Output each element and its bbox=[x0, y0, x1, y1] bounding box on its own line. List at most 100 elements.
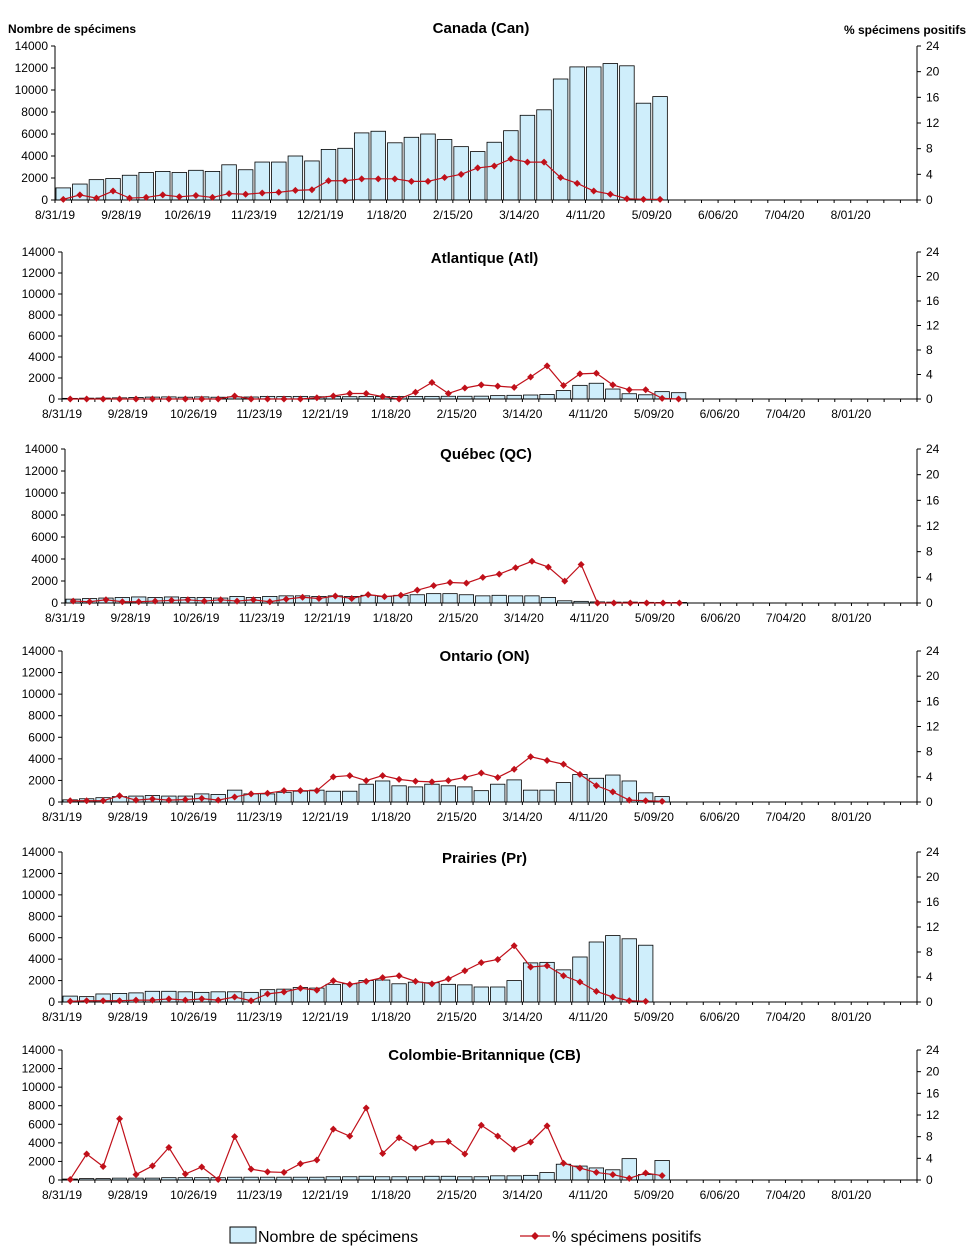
x-tick-label: 1/18/20 bbox=[373, 611, 413, 625]
y2-tick-label: 4 bbox=[926, 770, 933, 784]
bar bbox=[358, 1175, 374, 1181]
bar bbox=[374, 780, 391, 803]
x-tick-label: 8/01/20 bbox=[831, 1010, 871, 1024]
x-tick-label: 3/14/20 bbox=[504, 611, 544, 625]
line-point bbox=[99, 997, 107, 1005]
line-point bbox=[544, 563, 552, 571]
line-point bbox=[299, 593, 307, 601]
line-point bbox=[225, 190, 233, 198]
y2-tick-label: 24 bbox=[926, 1043, 940, 1057]
y-tick-label: 6000 bbox=[28, 931, 55, 945]
line-point bbox=[494, 382, 502, 390]
line-point bbox=[381, 593, 388, 601]
y2-tick-label: 0 bbox=[926, 596, 933, 610]
x-tick-label: 4/11/20 bbox=[569, 810, 608, 824]
line-point bbox=[523, 158, 531, 166]
line-point bbox=[527, 1138, 535, 1146]
line-point bbox=[495, 570, 503, 578]
x-tick-label: 8/31/19 bbox=[42, 1188, 82, 1202]
x-tick-label: 4/11/20 bbox=[569, 1010, 608, 1024]
chart-title: Canada (Can) bbox=[433, 20, 530, 37]
y-tick-label: 10000 bbox=[25, 486, 59, 500]
line-point bbox=[428, 778, 436, 786]
line-point bbox=[132, 796, 140, 804]
y-tick-label: 8000 bbox=[28, 709, 55, 723]
y-tick-label: 6000 bbox=[31, 530, 58, 544]
y2-tick-label: 8 bbox=[926, 1130, 933, 1144]
y2-tick-label: 20 bbox=[926, 468, 940, 482]
line-point bbox=[510, 383, 518, 391]
y-tick-label: 12000 bbox=[22, 666, 56, 680]
y-tick-label: 14000 bbox=[22, 1043, 56, 1057]
line-point bbox=[99, 395, 107, 403]
y2-tick-label: 12 bbox=[926, 720, 940, 734]
line-point bbox=[132, 1171, 140, 1179]
line-point bbox=[341, 177, 349, 185]
line-point bbox=[609, 788, 617, 796]
line-point bbox=[296, 395, 304, 403]
chart-panel-3: Québec (QC) 0 2000 4000 6000 8000 10000 12000 14… bbox=[25, 442, 940, 625]
line-point bbox=[527, 753, 535, 761]
line-point bbox=[477, 959, 485, 967]
line-point bbox=[264, 395, 272, 403]
y-tick-label: 8000 bbox=[28, 308, 55, 322]
line-point bbox=[331, 592, 339, 600]
x-tick-label: 6/06/20 bbox=[700, 407, 740, 421]
y2-tick-label: 4 bbox=[926, 167, 933, 181]
line-point bbox=[430, 582, 438, 590]
line-point bbox=[543, 362, 551, 370]
y2-tick-label: 8 bbox=[926, 545, 933, 559]
line-point bbox=[643, 599, 651, 607]
line-point bbox=[559, 972, 567, 980]
x-tick-label: 3/14/20 bbox=[502, 1188, 542, 1202]
x-tick-label: 11/23/19 bbox=[239, 611, 285, 625]
x-tick-label: 7/04/20 bbox=[764, 208, 804, 222]
y2-tick-label: 12 bbox=[926, 116, 940, 130]
line-point bbox=[148, 1162, 156, 1170]
bar bbox=[572, 384, 588, 400]
line-point bbox=[282, 595, 290, 603]
bar bbox=[440, 983, 457, 1003]
line-point bbox=[362, 389, 370, 397]
line-point bbox=[126, 194, 134, 202]
line-point bbox=[642, 1169, 650, 1177]
bar bbox=[358, 783, 374, 803]
line-point bbox=[444, 777, 452, 785]
line-point bbox=[639, 195, 647, 203]
line-point bbox=[379, 772, 387, 780]
bar bbox=[490, 1175, 506, 1181]
y2-tick-label: 12 bbox=[926, 920, 940, 934]
line-point bbox=[559, 1159, 567, 1167]
y-tick-label: 12000 bbox=[22, 866, 56, 880]
bar bbox=[605, 388, 621, 400]
line-point bbox=[264, 990, 272, 998]
bar bbox=[391, 785, 407, 803]
y-tick-label: 2000 bbox=[21, 171, 48, 185]
chart-panel-4: Ontario (ON) 0 2000 4000 6000 8000 10000 12000 1… bbox=[22, 644, 940, 824]
x-tick-label: 12/21/19 bbox=[302, 1010, 349, 1024]
bar bbox=[586, 66, 602, 201]
line-point bbox=[658, 1172, 666, 1180]
x-tick-label: 1/18/20 bbox=[371, 407, 411, 421]
legend-bar-swatch bbox=[229, 1226, 257, 1244]
bar bbox=[522, 789, 539, 803]
line-point bbox=[86, 598, 94, 606]
line-point bbox=[132, 996, 140, 1004]
chart-title: Atlantique (Atl) bbox=[431, 250, 538, 267]
line-point bbox=[329, 977, 337, 985]
line-point bbox=[592, 1168, 600, 1176]
x-tick-label: 8/01/20 bbox=[831, 810, 871, 824]
line-point bbox=[543, 756, 551, 764]
x-tick-label: 2/15/20 bbox=[437, 1188, 477, 1202]
bar bbox=[506, 1175, 522, 1181]
y2-tick-label: 16 bbox=[926, 294, 940, 308]
line-point bbox=[275, 188, 283, 196]
bar bbox=[621, 938, 637, 1003]
line-point bbox=[296, 1160, 304, 1168]
line-point bbox=[313, 1156, 321, 1164]
line-point bbox=[346, 981, 354, 988]
bar bbox=[539, 1172, 555, 1181]
line-point bbox=[407, 177, 415, 185]
y-tick-label: 0 bbox=[48, 392, 55, 406]
line-point bbox=[675, 395, 683, 403]
